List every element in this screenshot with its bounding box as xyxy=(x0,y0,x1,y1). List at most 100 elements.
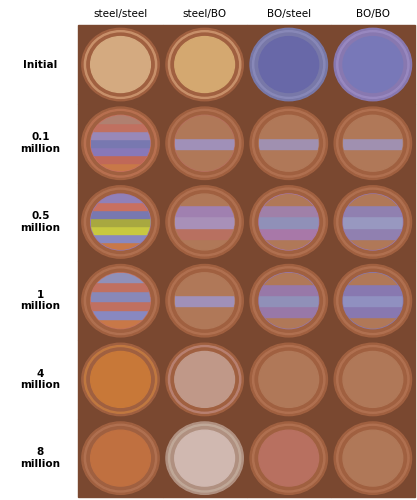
Circle shape xyxy=(337,267,409,334)
Bar xyxy=(343,273,403,284)
Bar xyxy=(175,149,234,160)
Circle shape xyxy=(82,343,159,415)
Circle shape xyxy=(255,426,322,490)
Bar xyxy=(259,194,319,205)
Circle shape xyxy=(84,30,157,98)
Circle shape xyxy=(259,273,319,328)
Circle shape xyxy=(339,269,407,332)
Circle shape xyxy=(90,116,151,171)
Circle shape xyxy=(253,110,325,177)
Bar xyxy=(259,306,319,318)
Circle shape xyxy=(334,264,412,337)
Circle shape xyxy=(337,30,409,98)
Circle shape xyxy=(84,267,157,334)
Circle shape xyxy=(343,430,403,486)
Circle shape xyxy=(87,426,154,490)
Circle shape xyxy=(171,190,238,254)
Circle shape xyxy=(87,112,154,174)
Bar xyxy=(90,132,151,140)
Circle shape xyxy=(253,346,325,414)
Text: BO/BO: BO/BO xyxy=(356,9,390,19)
Bar xyxy=(343,149,403,160)
Bar xyxy=(90,282,151,292)
Bar xyxy=(90,300,151,310)
Circle shape xyxy=(343,273,403,328)
Bar xyxy=(90,273,151,282)
Circle shape xyxy=(90,36,151,92)
Bar xyxy=(90,242,151,250)
Text: steel/steel: steel/steel xyxy=(93,9,148,19)
Text: 0.5
million: 0.5 million xyxy=(20,211,60,233)
Circle shape xyxy=(253,188,325,256)
Bar xyxy=(175,284,234,295)
Circle shape xyxy=(171,33,238,96)
Bar xyxy=(175,318,234,328)
Circle shape xyxy=(334,343,412,415)
Circle shape xyxy=(90,273,151,328)
Bar xyxy=(90,140,151,147)
Circle shape xyxy=(82,107,159,180)
Bar xyxy=(343,284,403,295)
Circle shape xyxy=(166,28,244,101)
Circle shape xyxy=(250,264,327,337)
Text: 1
million: 1 million xyxy=(20,290,60,312)
Bar xyxy=(259,295,319,306)
Circle shape xyxy=(168,30,241,98)
Text: Initial: Initial xyxy=(23,60,58,70)
Circle shape xyxy=(175,352,234,408)
Bar xyxy=(175,138,234,149)
Bar xyxy=(90,194,151,202)
Circle shape xyxy=(250,107,327,180)
Bar xyxy=(259,318,319,328)
Circle shape xyxy=(259,36,319,92)
Bar xyxy=(259,160,319,171)
Circle shape xyxy=(168,110,241,177)
Text: 0.1
million: 0.1 million xyxy=(20,132,60,154)
Circle shape xyxy=(259,430,319,486)
Bar xyxy=(90,124,151,132)
Bar xyxy=(259,138,319,149)
Bar xyxy=(175,205,234,216)
Circle shape xyxy=(166,186,244,258)
Bar xyxy=(175,116,234,126)
Bar xyxy=(90,226,151,234)
Circle shape xyxy=(166,107,244,180)
Circle shape xyxy=(84,424,157,492)
Circle shape xyxy=(259,194,319,250)
Circle shape xyxy=(339,348,407,411)
Circle shape xyxy=(343,116,403,171)
Bar xyxy=(343,116,403,126)
Bar xyxy=(90,210,151,218)
Circle shape xyxy=(87,348,154,411)
Bar xyxy=(259,216,319,228)
Bar xyxy=(259,205,319,216)
Circle shape xyxy=(255,33,322,96)
Bar xyxy=(90,320,151,328)
Bar xyxy=(343,238,403,250)
Circle shape xyxy=(255,190,322,254)
Circle shape xyxy=(339,112,407,174)
Circle shape xyxy=(343,352,403,408)
Circle shape xyxy=(82,422,159,494)
Circle shape xyxy=(339,190,407,254)
Circle shape xyxy=(175,430,234,486)
Circle shape xyxy=(168,267,241,334)
Circle shape xyxy=(343,36,403,92)
Circle shape xyxy=(84,346,157,414)
Circle shape xyxy=(87,190,154,254)
Bar xyxy=(90,310,151,320)
Circle shape xyxy=(250,422,327,494)
Bar xyxy=(90,116,151,124)
Circle shape xyxy=(166,343,244,415)
Bar xyxy=(343,318,403,328)
Circle shape xyxy=(255,348,322,411)
Circle shape xyxy=(82,264,159,337)
Bar xyxy=(343,126,403,138)
Circle shape xyxy=(84,188,157,256)
Circle shape xyxy=(90,194,151,250)
Circle shape xyxy=(87,269,154,332)
Bar xyxy=(259,284,319,295)
Bar xyxy=(175,160,234,171)
Circle shape xyxy=(168,424,241,492)
Bar xyxy=(90,202,151,210)
